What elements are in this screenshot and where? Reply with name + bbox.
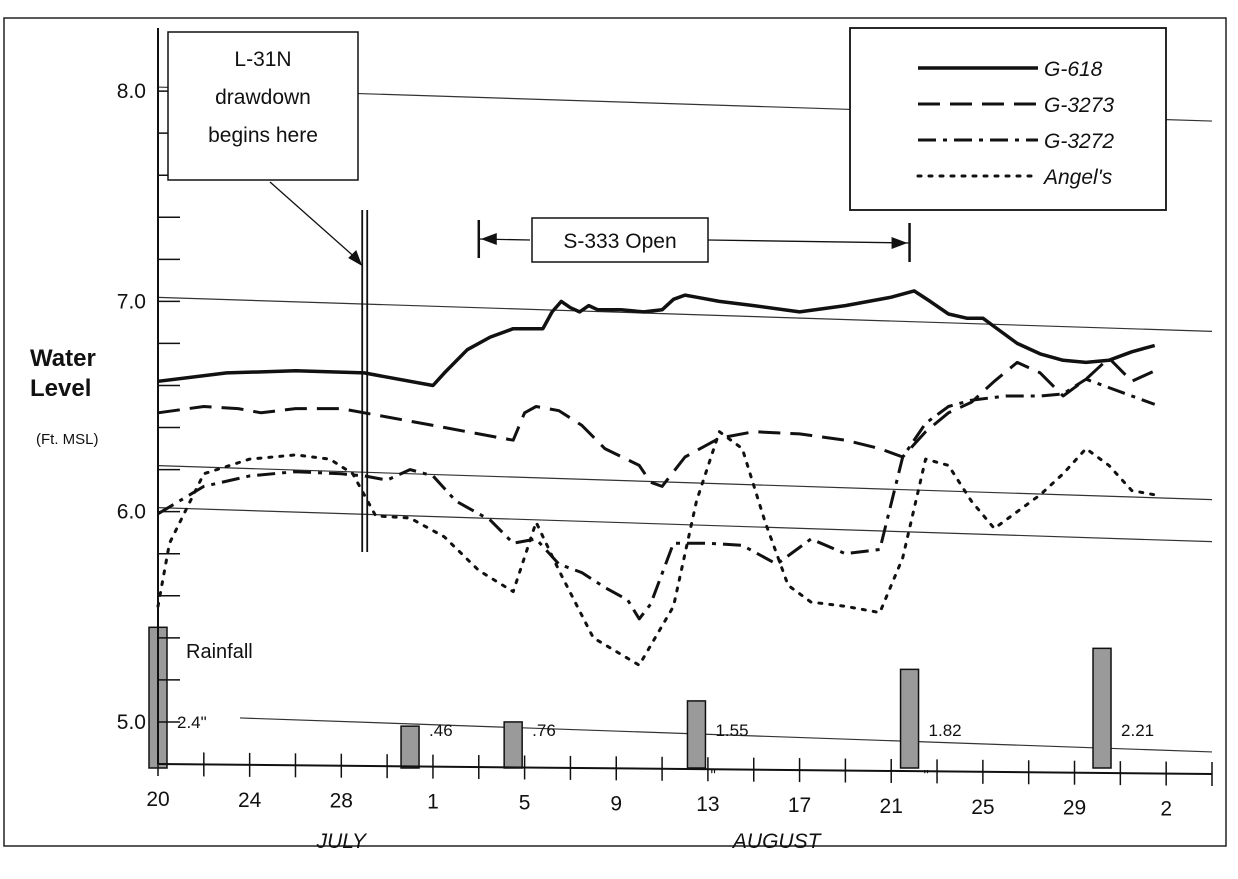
series-line — [157, 356, 1156, 488]
rainfall-value-label: 2.4" — [177, 713, 207, 732]
x-axis-line — [157, 763, 1213, 775]
y-axis-labels: Water Level (Ft. MSL) — [30, 345, 99, 448]
y-tick-label: 7.0 — [117, 290, 146, 313]
rainfall-value-label: 2.21 — [1121, 721, 1154, 740]
y-axis-unit: (Ft. MSL) — [36, 431, 99, 448]
x-tick-label: 24 — [238, 789, 262, 812]
rainfall-label: Rainfall — [186, 641, 253, 663]
rainfall-bar — [899, 668, 920, 769]
gridline — [157, 296, 1213, 332]
s333-label: S-333 Open — [563, 230, 676, 253]
legend-box — [849, 27, 1167, 211]
legend-label: G-618 — [1044, 58, 1103, 81]
drawdown-arrowhead — [348, 250, 363, 266]
x-tick-label: 2 — [1160, 798, 1172, 821]
s333-arrow-line — [707, 239, 910, 244]
rainfall-bar — [400, 725, 420, 769]
rainfall-value-label: .46 — [429, 721, 453, 740]
x-tick-label: 17 — [788, 794, 811, 817]
x-tick-label: 5 — [519, 791, 531, 814]
s333-arrowhead-left — [480, 233, 497, 245]
x-tick-label: 21 — [880, 795, 903, 818]
gridline — [157, 507, 1213, 543]
gridline — [157, 465, 1213, 501]
legend-label: G-3273 — [1044, 94, 1114, 117]
y-axis-title: Water Level — [30, 345, 96, 402]
drawdown-text-line: L-31N — [234, 48, 291, 71]
series-line — [157, 289, 1156, 388]
rainfall-bars: 2.4" .46 .76 1.55 1.82 2.21 Rainfall " " — [148, 626, 1154, 784]
rainfall-value-label: .76 — [532, 721, 556, 740]
y-tick-label: 8.0 — [117, 80, 146, 103]
drawdown-arrow — [269, 181, 361, 263]
x-tick-label: 13 — [696, 793, 719, 816]
y-axis-title-word: Water — [30, 345, 96, 372]
x-tick-label: 25 — [971, 796, 994, 819]
rainfall-value-label: 1.82 — [929, 721, 962, 740]
rainfall-bar — [686, 700, 707, 769]
axes: 8.0 7.0 6.0 5.0 20 24 28 1 5 9 13 17 21 25 29 2 JULY AUGU… — [117, 28, 1213, 853]
series-lines — [156, 289, 1157, 667]
ditto-mark: " — [924, 767, 929, 784]
series-line — [156, 430, 1157, 667]
rainfall-bar — [1092, 647, 1112, 769]
x-tick-label: 29 — [1063, 797, 1086, 820]
drawdown-text-line: drawdown — [215, 86, 311, 109]
y-tick-label: 5.0 — [117, 711, 146, 734]
gridline — [239, 717, 1213, 753]
y-axis-title-word: Level — [30, 375, 91, 402]
x-tick-label: 1 — [427, 791, 439, 814]
rainfall-value-label: 1.55 — [715, 721, 748, 740]
annotations: L-31N drawdown begins here S-333 Open — [167, 31, 911, 552]
legend: G-618 G-3273 G-3272 Angel's — [849, 27, 1167, 211]
s333-label-box — [531, 217, 709, 263]
x-tick-label: 9 — [610, 792, 622, 815]
s333-arrowhead-right — [891, 237, 908, 249]
legend-label: G-3272 — [1044, 130, 1114, 153]
drawdown-text-line: begins here — [208, 124, 318, 147]
legend-label: Angel's — [1042, 166, 1113, 189]
month-label: JULY — [316, 830, 368, 853]
drawdown-text-box — [167, 31, 359, 181]
y-tick-label: 6.0 — [117, 501, 146, 524]
rainfall-bar — [503, 721, 523, 769]
ditto-mark: " — [710, 767, 715, 784]
series-line — [157, 377, 1156, 621]
x-tick-label: 20 — [146, 788, 169, 811]
x-tick-label: 28 — [330, 790, 353, 813]
month-label: AUGUST — [731, 830, 823, 853]
figure-border — [3, 17, 1227, 847]
